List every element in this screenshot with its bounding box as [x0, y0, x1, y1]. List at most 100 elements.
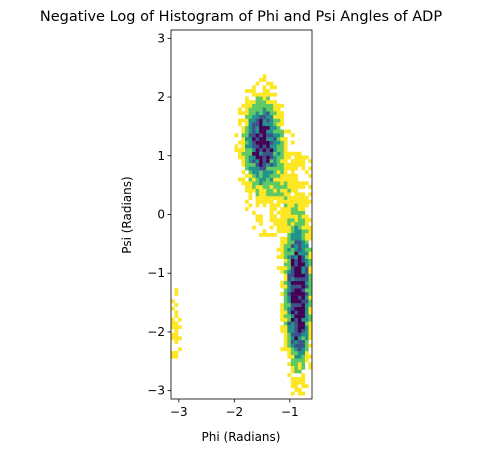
- heatmap-cell: [301, 339, 306, 344]
- heatmap-cell: [259, 221, 263, 226]
- heatmap-cell: [262, 129, 267, 134]
- heatmap-cell: [304, 247, 309, 252]
- heatmap-cell: [290, 151, 295, 156]
- heatmap-cell: [283, 214, 288, 219]
- heatmap-cell: [241, 125, 246, 130]
- heatmap-cell: [290, 203, 295, 208]
- heatmap-cell: [280, 269, 284, 274]
- heatmap-cell: [294, 273, 299, 278]
- heatmap-cell: [273, 107, 277, 112]
- heatmap-cell: [283, 299, 288, 304]
- heatmap-cell: [301, 306, 306, 311]
- heatmap-cell: [273, 103, 277, 108]
- heatmap-cell: [301, 351, 306, 355]
- heatmap-cell: [269, 166, 274, 171]
- heatmap-cell: [248, 170, 253, 175]
- y-axis-label: Psi (Radians): [120, 176, 134, 253]
- heatmap-cell: [308, 310, 313, 315]
- heatmap-cell: [262, 181, 267, 186]
- heatmap-cell: [290, 166, 295, 171]
- heatmap-cell: [283, 207, 288, 212]
- heatmap-cell: [290, 391, 295, 396]
- heatmap-cell: [304, 251, 309, 256]
- heatmap-cell: [304, 358, 309, 363]
- heatmap-cell: [237, 177, 242, 182]
- heatmap-cell: [290, 354, 295, 359]
- heatmap-cell: [294, 339, 299, 344]
- heatmap-cell: [290, 159, 295, 164]
- heatmap-cell: [297, 339, 302, 344]
- heatmap-cell: [280, 162, 284, 167]
- heatmap-cell: [252, 118, 256, 123]
- heatmap-cell: [294, 332, 299, 337]
- heatmap-cell: [280, 196, 284, 200]
- heatmap-cell: [304, 236, 309, 241]
- heatmap-cell: [273, 137, 277, 141]
- heatmap-cell: [262, 229, 267, 234]
- heatmap-cell: [301, 262, 306, 267]
- heatmap-cell: [290, 184, 295, 189]
- heatmap-cell: [290, 336, 295, 341]
- heatmap-cell: [280, 291, 284, 296]
- heatmap-cell: [280, 266, 284, 271]
- heatmap-cell: [259, 232, 263, 237]
- heatmap-cell: [266, 118, 270, 123]
- heatmap-cell: [273, 151, 277, 156]
- heatmap-cell: [308, 218, 313, 223]
- heatmap-cell: [301, 232, 306, 237]
- heatmap-cell: [297, 214, 302, 219]
- heatmap-cell: [297, 317, 302, 322]
- heatmap-cell: [269, 170, 274, 175]
- heatmap-cell: [269, 196, 274, 200]
- heatmap-cell: [255, 170, 260, 175]
- heatmap-cell: [266, 151, 270, 156]
- heatmap-cell: [280, 111, 284, 116]
- heatmap-cell: [266, 111, 270, 116]
- heatmap-cell: [245, 181, 249, 186]
- heatmap-cell: [297, 251, 302, 256]
- heatmap-cell: [308, 332, 313, 337]
- heatmap-cell: [304, 347, 309, 352]
- heatmap-cell: [245, 89, 249, 93]
- heatmap-cell: [276, 184, 281, 189]
- heatmap-cell: [283, 262, 288, 267]
- heatmap-cell: [280, 148, 284, 152]
- heatmap-cell: [245, 118, 249, 123]
- heatmap-cell: [297, 387, 302, 392]
- heatmap-cell: [259, 173, 263, 178]
- heatmap-cell: [248, 188, 253, 193]
- heatmap-cell: [241, 151, 246, 156]
- heatmap-cell: [283, 159, 288, 164]
- heatmap-cell: [248, 159, 253, 164]
- heatmap-cell: [290, 214, 295, 219]
- heatmap-cell: [241, 103, 246, 108]
- heatmap-cell: [297, 321, 302, 326]
- heatmap-cell: [276, 144, 281, 149]
- heatmap-cell: [280, 214, 284, 219]
- heatmap-cell: [304, 328, 309, 333]
- heatmap-cell: [283, 192, 288, 197]
- heatmap-cell: [304, 170, 309, 175]
- heatmap-cell: [290, 351, 295, 355]
- heatmap-cell: [255, 155, 260, 160]
- heatmap-cell: [304, 273, 309, 278]
- heatmap-cell: [280, 314, 284, 319]
- heatmap-cell: [255, 129, 260, 134]
- heatmap-cell: [290, 181, 295, 186]
- heatmap-cell: [297, 328, 302, 333]
- heatmap-cell: [269, 111, 274, 116]
- heatmap-cell: [304, 306, 309, 311]
- heatmap-cell: [248, 148, 253, 152]
- heatmap-cell: [280, 173, 284, 178]
- heatmap-cell: [301, 192, 306, 197]
- heatmap-cell: [308, 299, 313, 304]
- heatmap-cell: [266, 162, 270, 167]
- heatmap-cell: [290, 369, 295, 374]
- heatmap-cell: [266, 159, 270, 164]
- heatmap-cell: [301, 269, 306, 274]
- heatmap-cell: [245, 96, 249, 101]
- heatmap-cell: [283, 162, 288, 167]
- heatmap-cell: [252, 129, 256, 134]
- heatmap-cell: [241, 162, 246, 167]
- heatmap-cell: [294, 173, 299, 178]
